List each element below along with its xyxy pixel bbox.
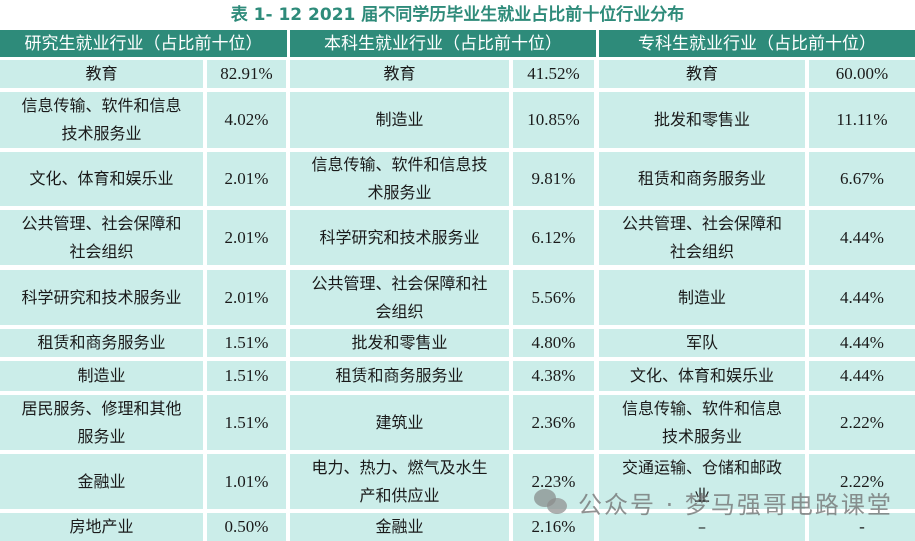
percentage-cell: 2.16% (513, 513, 594, 541)
header-graduate: 研究生就业行业（占比前十位） (0, 30, 287, 57)
percentage-cell: 1.01% (207, 454, 286, 509)
industry-cell: 教育 (599, 60, 805, 88)
industry-cell: 房地产业 (0, 513, 203, 541)
industry-cell: 居民服务、修理和其他 服务业 (0, 395, 203, 450)
percentage-cell: 2.36% (513, 395, 594, 450)
industry-cell: 信息传输、软件和信息技术服务业 (290, 152, 509, 206)
percentage-cell: 2.22% (809, 454, 915, 509)
percentage-cell: 10.85% (513, 92, 594, 148)
percentage-cell: 1.51% (207, 395, 286, 450)
percentage-cell: 0.50% (207, 513, 286, 541)
percentage-cell: 2.22% (809, 395, 915, 450)
percentage-cell: 6.67% (809, 152, 915, 206)
industry-cell: 科学研究和技术服务业 (0, 270, 203, 325)
industry-cell: 批发和零售业 (599, 92, 805, 148)
industry-cell: 电力、热力、燃气及水生 产和供应业 (290, 454, 509, 509)
industry-cell: 文化、体育和娱乐业 (0, 152, 203, 206)
percentage-cell: 11.11% (809, 92, 915, 148)
header-undergraduate: 本科生就业行业（占比前十位） (290, 30, 596, 57)
percentage-cell: 2.01% (207, 152, 286, 206)
industry-cell: 信息传输、软件和信息技术服务业 (0, 92, 203, 148)
industry-cell: 制造业 (599, 270, 805, 325)
industry-cell: – (599, 513, 805, 541)
industry-cell: 教育 (0, 60, 203, 88)
percentage-cell: 2.01% (207, 210, 286, 265)
percentage-cell: 4.38% (513, 361, 594, 391)
header-vocational: 专科生就业行业（占比前十位） (599, 30, 915, 57)
industry-cell: 信息传输、软件和信息技术服务业 (599, 395, 805, 450)
percentage-cell: 1.51% (207, 329, 286, 357)
industry-cell: 租赁和商务服务业 (290, 361, 509, 391)
percentage-cell: 2.23% (513, 454, 594, 509)
industry-cell: 科学研究和技术服务业 (290, 210, 509, 265)
percentage-cell: 9.81% (513, 152, 594, 206)
percentage-cell: - (809, 513, 915, 541)
percentage-cell: 1.51% (207, 361, 286, 391)
industry-cell: 公共管理、社会保障和社会组织 (0, 210, 203, 265)
industry-cell: 租赁和商务服务业 (0, 329, 203, 357)
industry-cell: 交通运输、仓储和邮政业 (599, 454, 805, 509)
industry-cell: 文化、体育和娱乐业 (599, 361, 805, 391)
percentage-cell: 4.44% (809, 270, 915, 325)
percentage-cell: 60.00% (809, 60, 915, 88)
percentage-cell: 6.12% (513, 210, 594, 265)
table-title: 表 1- 12 2021 届不同学历毕业生就业占比前十位行业分布 (230, 5, 685, 25)
industry-cell: 军队 (599, 329, 805, 357)
percentage-cell: 41.52% (513, 60, 594, 88)
percentage-cell: 4.44% (809, 329, 915, 357)
industry-cell: 制造业 (290, 92, 509, 148)
percentage-cell: 4.44% (809, 361, 915, 391)
percentage-cell: 82.91% (207, 60, 286, 88)
industry-cell: 金融业 (0, 454, 203, 509)
industry-cell: 金融业 (290, 513, 509, 541)
industry-cell: 公共管理、社会保障和社会组织 (290, 270, 509, 325)
industry-cell: 建筑业 (290, 395, 509, 450)
percentage-cell: 2.01% (207, 270, 286, 325)
percentage-cell: 5.56% (513, 270, 594, 325)
percentage-cell: 4.80% (513, 329, 594, 357)
industry-cell: 批发和零售业 (290, 329, 509, 357)
industry-cell: 教育 (290, 60, 509, 88)
percentage-cell: 4.44% (809, 210, 915, 265)
industry-cell: 制造业 (0, 361, 203, 391)
percentage-cell: 4.02% (207, 92, 286, 148)
industry-cell: 公共管理、社会保障和社会组织 (599, 210, 805, 265)
industry-cell: 租赁和商务服务业 (599, 152, 805, 206)
